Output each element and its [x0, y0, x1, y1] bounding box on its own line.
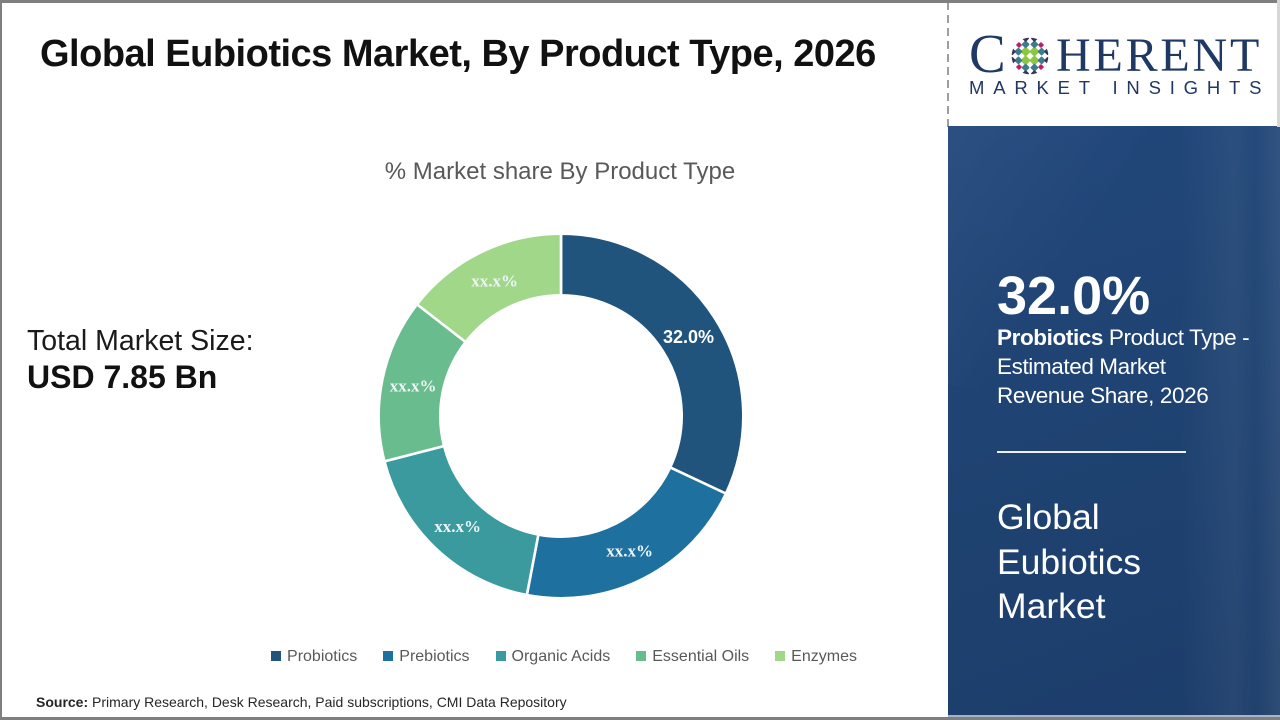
svg-text:xx.x%: xx.x%: [434, 517, 481, 536]
svg-text:xx.x%: xx.x%: [606, 542, 653, 561]
svg-text:xx.x%: xx.x%: [471, 271, 518, 290]
svg-text:xx.x%: xx.x%: [390, 376, 437, 395]
svg-text:32.0%: 32.0%: [663, 327, 714, 347]
